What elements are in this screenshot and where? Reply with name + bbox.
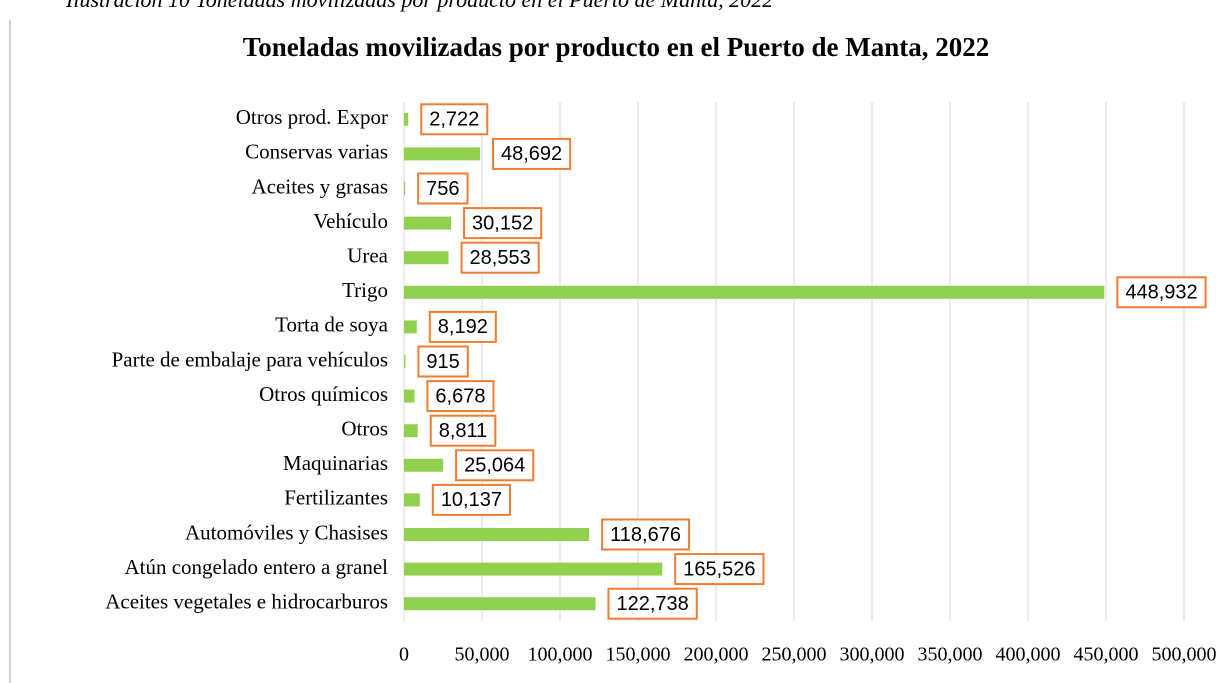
y-tick-label: Fertilizantes <box>284 486 388 510</box>
bar <box>404 562 663 576</box>
data-label: 8,811 <box>439 420 488 442</box>
data-label-box <box>417 172 469 205</box>
data-label: 2,722 <box>429 109 479 131</box>
data-label: 48,692 <box>501 143 562 165</box>
data-label-box <box>426 380 495 413</box>
x-tick-label: 400,000 <box>996 644 1061 666</box>
data-label-box <box>1116 276 1207 309</box>
y-tick-label: Urea <box>347 244 388 268</box>
x-tick-label: 300,000 <box>840 644 905 666</box>
y-tick-label: Otros <box>341 417 388 441</box>
y-tick-label: Maquinarias <box>283 451 388 475</box>
data-label-box <box>463 207 543 240</box>
bar <box>404 493 420 507</box>
data-label: 30,152 <box>472 212 533 234</box>
data-label-box <box>460 241 540 274</box>
bar <box>404 458 444 472</box>
x-tick-label: 350,000 <box>918 644 983 666</box>
y-tick-label: Trigo <box>342 278 388 302</box>
x-tick-label: 150,000 <box>606 644 671 666</box>
bar <box>404 389 415 403</box>
data-label: 448,932 <box>1125 282 1197 304</box>
data-label-box <box>491 137 572 170</box>
bar <box>404 216 452 230</box>
bar <box>404 182 406 195</box>
data-label: 915 <box>426 351 459 373</box>
data-label: 28,553 <box>470 247 531 269</box>
data-label: 25,064 <box>464 455 525 477</box>
bar <box>404 285 1105 299</box>
x-tick-label: 0 <box>399 644 409 666</box>
bar <box>404 320 417 334</box>
data-label: 122,738 <box>616 593 688 615</box>
chart-title: Toneladas movilizadas por producto en el… <box>243 32 990 62</box>
x-tick-label: 200,000 <box>684 644 749 666</box>
y-tick-label: Otros prod. Expor <box>236 105 388 129</box>
y-tick-label: Conservas varias <box>245 140 388 164</box>
bar <box>404 528 590 541</box>
bar <box>404 597 596 611</box>
y-tick-label: Aceites y grasas <box>252 174 388 198</box>
data-label-box <box>601 518 690 551</box>
data-label: 118,676 <box>610 524 681 546</box>
bar <box>404 424 418 438</box>
data-label: 8,192 <box>438 316 488 338</box>
x-tick-label: 500,000 <box>1152 644 1217 666</box>
y-tick-label: Torta de soya <box>275 313 389 337</box>
bar <box>404 251 449 265</box>
caption: Ilustración 10 Toneladas movilizadas por… <box>65 0 773 12</box>
y-tick-label: Vehículo <box>313 209 388 233</box>
data-label: 756 <box>426 178 459 200</box>
data-label-box <box>431 483 511 516</box>
data-label: 165,526 <box>683 558 755 580</box>
y-tick-label: Aceites vegetales e hidrocarburos <box>105 590 388 614</box>
data-label-box <box>607 587 698 620</box>
x-tick-label: 50,000 <box>455 644 510 666</box>
bar <box>404 112 409 126</box>
data-label-box <box>429 414 497 447</box>
y-tick-label: Otros químicos <box>259 382 388 406</box>
data-label: 6,678 <box>435 385 485 407</box>
y-tick-label: Parte de embalaje para vehículos <box>112 347 388 371</box>
bar <box>404 147 480 161</box>
x-tick-label: 100,000 <box>528 644 593 666</box>
x-tick-label: 450,000 <box>1074 644 1139 666</box>
data-label-box <box>455 449 535 482</box>
x-tick-label: 250,000 <box>762 644 827 666</box>
data-label-box <box>428 310 497 343</box>
data-label-box <box>417 345 469 378</box>
y-tick-label: Automóviles y Chasises <box>185 520 388 544</box>
y-tick-label: Atún congelado entero a granel <box>124 555 388 579</box>
bar <box>404 355 406 368</box>
data-label-box <box>420 103 489 136</box>
data-label: 10,137 <box>441 489 502 511</box>
data-label-box <box>674 553 765 586</box>
